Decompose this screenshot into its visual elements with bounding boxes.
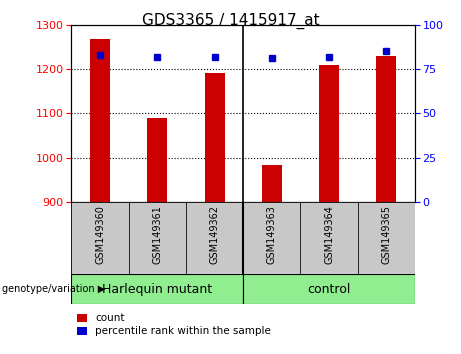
Text: GSM149362: GSM149362 [210,205,219,264]
Text: genotype/variation ▶: genotype/variation ▶ [2,284,106,295]
Text: control: control [307,283,351,296]
Bar [376,56,396,202]
Bar [71,202,129,274]
Bar [301,202,358,274]
Text: GSM149365: GSM149365 [381,205,391,264]
Bar [129,202,186,274]
Bar [90,39,110,202]
Text: GSM149364: GSM149364 [324,205,334,264]
Bar [148,118,167,202]
Bar [186,202,243,274]
Bar [358,202,415,274]
Bar [262,165,282,202]
Text: GSM149360: GSM149360 [95,205,105,264]
Legend: count, percentile rank within the sample: count, percentile rank within the sample [77,313,271,336]
Text: GDS3365 / 1415917_at: GDS3365 / 1415917_at [142,12,319,29]
Text: GSM149361: GSM149361 [152,205,162,264]
Bar [205,74,225,202]
Bar [71,274,243,304]
Text: Harlequin mutant: Harlequin mutant [102,283,213,296]
Bar [243,274,415,304]
Bar [319,65,339,202]
Bar [243,202,301,274]
Text: GSM149363: GSM149363 [267,205,277,264]
